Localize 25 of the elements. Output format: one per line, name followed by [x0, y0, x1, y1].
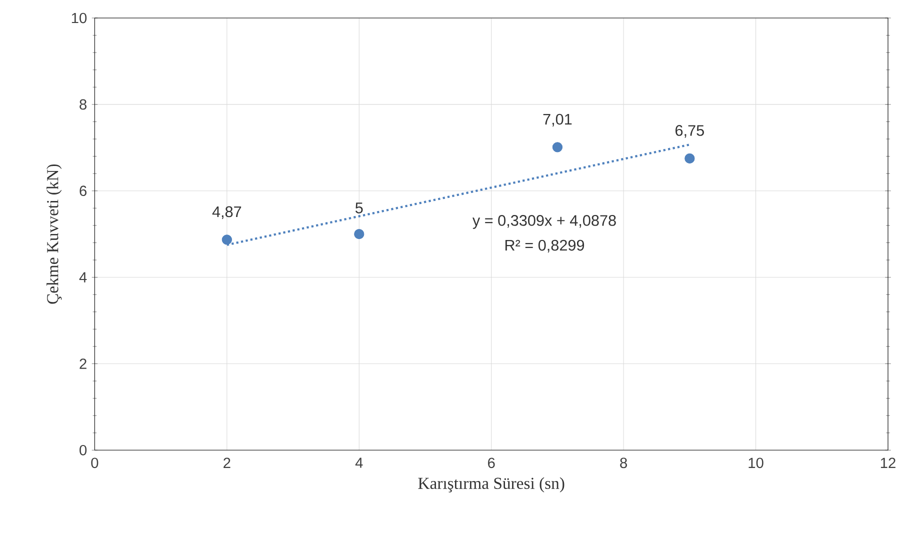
x-tick-label: 0: [91, 458, 98, 468]
point: [552, 142, 563, 152]
data-label: 6,75: [676, 124, 704, 138]
x-tick-label: 8: [620, 458, 627, 468]
data-label: 5: [355, 202, 363, 214]
point: [684, 153, 695, 164]
x-axis-title: Karıştırma Süresi (sn): [418, 477, 564, 492]
x-tick-label: 10: [748, 458, 764, 468]
annotation: y = 0,3309x + 4,0878: [472, 214, 616, 229]
y-tick-label: 6: [80, 186, 86, 196]
point: [222, 234, 232, 245]
y-tick-label: 8: [80, 99, 86, 110]
y-tick-label: 10: [72, 12, 87, 24]
x-tick-label: 2: [224, 458, 230, 468]
x-tick-label: 12: [880, 458, 896, 468]
x-tick-label: 6: [488, 458, 495, 468]
x-tick-label: 4: [355, 458, 363, 468]
y-tick-label: 0: [80, 444, 87, 456]
data-label: 7,01: [543, 114, 572, 126]
annotation: R² = 0,8299: [505, 240, 584, 252]
y-tick-label: 4: [79, 272, 87, 282]
y-axis-title: Çekme Kuvveti (kN): [46, 164, 62, 304]
point: [354, 228, 364, 240]
y-tick-label: 2: [80, 358, 86, 369]
data-label: 4,87: [212, 206, 242, 219]
